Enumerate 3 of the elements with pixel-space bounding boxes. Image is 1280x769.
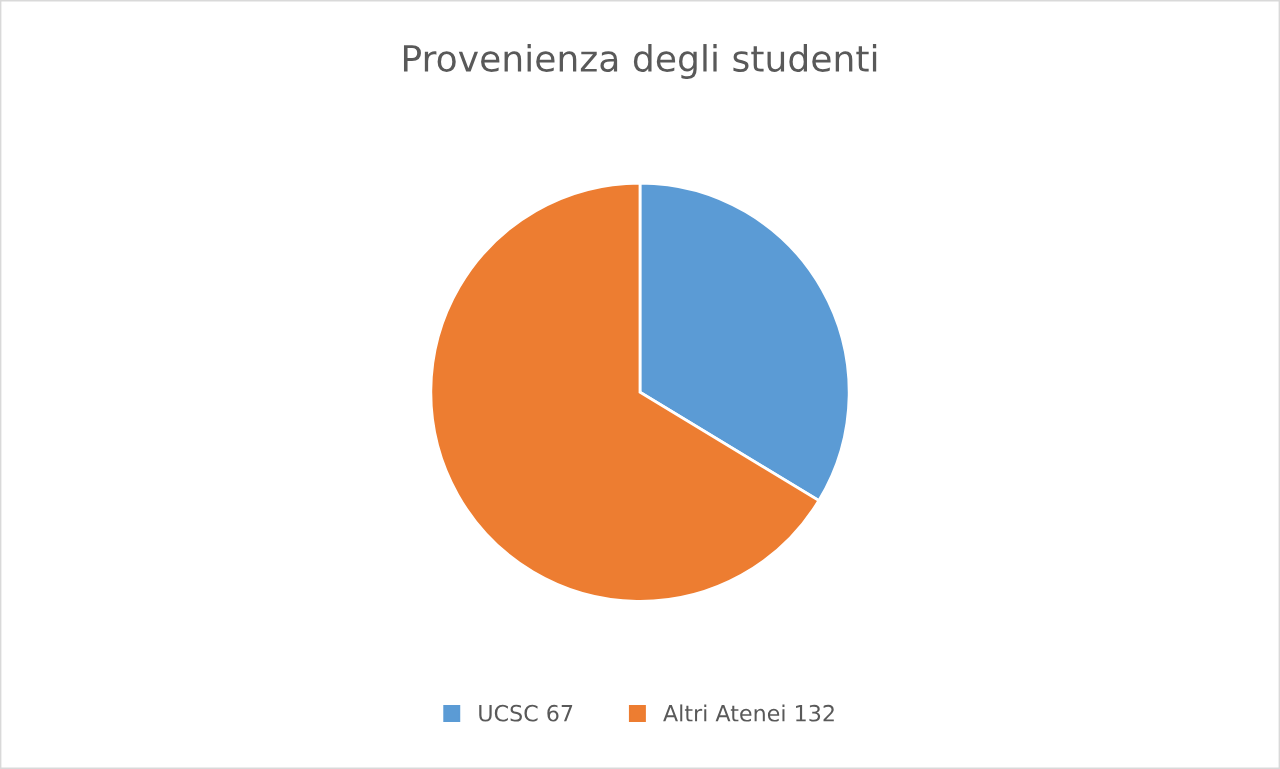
chart-title: Provenienza degli studenti [403,44,877,79]
legend-label: Altri Atenei 132 [663,704,834,722]
legend-label: UCSC 67 [479,704,573,722]
